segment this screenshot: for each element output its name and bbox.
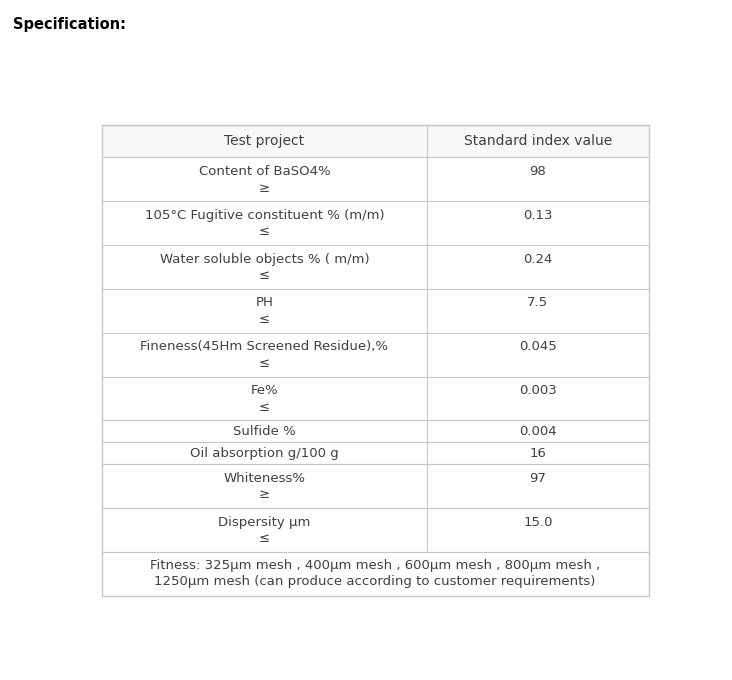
Text: 1250μm mesh (can produce according to customer requirements): 1250μm mesh (can produce according to cu… (154, 575, 596, 588)
Bar (427, 201, 649, 245)
Text: 105°C Fugitive constituent % (m/m): 105°C Fugitive constituent % (m/m) (145, 209, 384, 222)
Bar (102, 124, 427, 157)
Bar (427, 377, 649, 420)
Text: 98: 98 (529, 165, 546, 178)
Text: ≤: ≤ (259, 357, 270, 370)
Bar (102, 201, 427, 245)
Bar (102, 245, 427, 289)
Bar (427, 464, 649, 508)
Bar (102, 464, 427, 508)
Text: 0.004: 0.004 (519, 425, 556, 438)
Text: Oil absorption g/100 g: Oil absorption g/100 g (190, 447, 339, 460)
Bar (102, 508, 427, 552)
Text: ≤: ≤ (259, 269, 270, 282)
Bar (427, 508, 649, 552)
Text: ≤: ≤ (259, 401, 270, 413)
Text: Whiteness%: Whiteness% (223, 472, 305, 485)
Text: Content of BaSO4%: Content of BaSO4% (198, 165, 330, 178)
Bar (102, 420, 427, 443)
Bar (427, 289, 649, 333)
Text: ≥: ≥ (259, 488, 270, 501)
Text: Water soluble objects % ( m/m): Water soluble objects % ( m/m) (160, 252, 369, 266)
Text: Fineness(45Hm Screened Residue),%: Fineness(45Hm Screened Residue),% (141, 340, 389, 354)
Bar (102, 377, 427, 420)
Text: ≤: ≤ (259, 313, 270, 326)
Text: Test project: Test project (224, 134, 305, 148)
Text: 97: 97 (529, 472, 546, 485)
Text: 16: 16 (529, 447, 546, 460)
Text: ≤: ≤ (259, 226, 270, 239)
Text: Standard index value: Standard index value (463, 134, 612, 148)
Bar (427, 420, 649, 443)
Text: Fe%: Fe% (250, 384, 278, 397)
Text: 0.13: 0.13 (523, 209, 553, 222)
Text: PH: PH (255, 296, 273, 309)
Bar (102, 157, 427, 201)
Bar (427, 443, 649, 464)
Bar (427, 333, 649, 377)
Text: 15.0: 15.0 (523, 515, 553, 528)
Text: Sulfide %: Sulfide % (233, 425, 296, 438)
Text: ≥: ≥ (259, 182, 270, 194)
Bar (102, 552, 649, 596)
Text: Fitness: 325μm mesh , 400μm mesh , 600μm mesh , 800μm mesh ,: Fitness: 325μm mesh , 400μm mesh , 600μm… (150, 560, 600, 573)
Bar (102, 443, 427, 464)
Bar (102, 333, 427, 377)
Text: 7.5: 7.5 (527, 296, 548, 309)
Text: 0.045: 0.045 (519, 340, 557, 354)
Text: 0.003: 0.003 (519, 384, 557, 397)
Bar (427, 245, 649, 289)
Text: Dispersity μm: Dispersity μm (218, 515, 310, 528)
Text: Specification:: Specification: (13, 17, 126, 32)
Text: 0.24: 0.24 (523, 252, 553, 266)
Bar (427, 124, 649, 157)
Bar (427, 157, 649, 201)
Bar (102, 289, 427, 333)
Text: ≤: ≤ (259, 532, 270, 545)
